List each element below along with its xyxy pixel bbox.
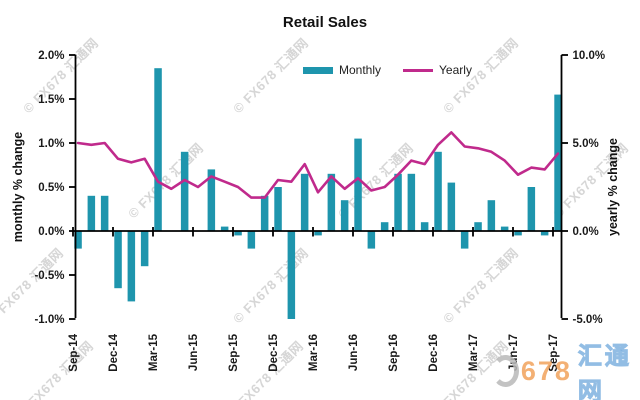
- svg-text:-1.0%: -1.0%: [34, 314, 64, 326]
- svg-text:-0.5%: -0.5%: [34, 270, 64, 282]
- bar-Feb-16: [300, 173, 309, 231]
- svg-text:Jun-15: Jun-15: [188, 333, 200, 371]
- svg-text:Mar-17: Mar-17: [468, 334, 480, 371]
- bar-Oct-14: [87, 195, 96, 231]
- svg-text:Dec-15: Dec-15: [268, 333, 280, 371]
- legend: Monthly Yearly: [303, 63, 472, 77]
- bar-Nov-16: [420, 222, 429, 231]
- svg-text:5.0%: 5.0%: [573, 138, 599, 150]
- bar-Jul-16: [367, 231, 376, 249]
- bar-Mar-16: [314, 231, 322, 236]
- bar-Sep-16: [394, 173, 402, 231]
- monthly-bars: [74, 68, 562, 319]
- bar-Jun-17: [514, 231, 522, 236]
- axes: [69, 54, 568, 320]
- bar-Apr-16: [327, 173, 336, 231]
- svg-text:1.5%: 1.5%: [38, 94, 64, 106]
- left-axis-title: monthly % change: [11, 132, 25, 242]
- right-axis-title: yearly % change: [606, 138, 620, 236]
- legend-item-monthly: Monthly: [303, 63, 381, 77]
- bar-Mar-17: [474, 222, 482, 231]
- bar-Dec-15: [274, 187, 282, 231]
- legend-label-monthly: Monthly: [339, 63, 382, 77]
- svg-text:1.0%: 1.0%: [38, 138, 64, 150]
- bar-Jul-15: [207, 169, 216, 231]
- bar-Feb-15: [140, 231, 149, 267]
- bar-Aug-15: [220, 226, 229, 231]
- bar-Nov-15: [260, 195, 269, 231]
- axis-titles: monthly % change yearly % change: [11, 132, 620, 242]
- yearly-line: [76, 131, 560, 199]
- bar-Sep-15: [234, 231, 242, 236]
- bar-Sep-14: [74, 231, 82, 249]
- bar-Oct-15: [247, 231, 256, 249]
- svg-text:Mar-16: Mar-16: [308, 334, 320, 371]
- svg-text:2.0%: 2.0%: [38, 50, 64, 62]
- svg-text:Jun-16: Jun-16: [348, 334, 360, 371]
- bar-Nov-14: [100, 195, 109, 231]
- bar-Sep-17: [554, 94, 562, 231]
- svg-text:Sep-14: Sep-14: [68, 333, 80, 371]
- legend-item-yearly: Yearly: [403, 63, 472, 77]
- bar-Aug-16: [380, 222, 389, 231]
- legend-label-yearly: Yearly: [439, 63, 472, 77]
- axis-tick-labels: 2.0% 1.5% 1.0% 0.5% 0.0% -0.5% -1.0% 10.0% 5.0% 0…: [34, 50, 605, 372]
- svg-text:0.5%: 0.5%: [38, 182, 64, 194]
- svg-text:Dec-16: Dec-16: [428, 334, 440, 372]
- bar-Dec-14: [114, 231, 122, 289]
- chart-title: Retail Sales: [282, 14, 368, 31]
- bar-Jan-15: [127, 231, 136, 302]
- bar-May-16: [340, 200, 349, 231]
- svg-text:0.0%: 0.0%: [573, 226, 599, 238]
- svg-text:Jun-17: Jun-17: [508, 334, 520, 371]
- svg-text:Sep-15: Sep-15: [228, 333, 240, 371]
- svg-text:Dec-14: Dec-14: [108, 333, 120, 371]
- svg-text:Sep-17: Sep-17: [548, 334, 560, 372]
- monthly-bar-swatch-icon: [303, 66, 333, 74]
- svg-text:10.0%: 10.0%: [573, 50, 606, 62]
- bar-Mar-15: [154, 68, 162, 231]
- bar-Jan-16: [287, 231, 296, 319]
- bar-Aug-17: [540, 231, 549, 236]
- svg-text:0.0%: 0.0%: [38, 226, 64, 238]
- bar-Jan-17: [447, 182, 456, 231]
- bar-Jul-17: [527, 187, 536, 231]
- bar-Jun-16: [354, 138, 362, 231]
- bar-May-17: [500, 226, 509, 231]
- bar-May-15: [180, 151, 189, 231]
- svg-text:Sep-16: Sep-16: [388, 334, 400, 372]
- svg-text:Mar-15: Mar-15: [148, 333, 160, 371]
- bar-Feb-17: [460, 231, 469, 249]
- bar-Oct-16: [407, 173, 416, 231]
- bar-Apr-17: [487, 200, 496, 231]
- yearly-line-swatch-icon: [403, 68, 434, 72]
- svg-text:-5.0%: -5.0%: [573, 314, 603, 326]
- bar-Dec-16: [434, 151, 442, 231]
